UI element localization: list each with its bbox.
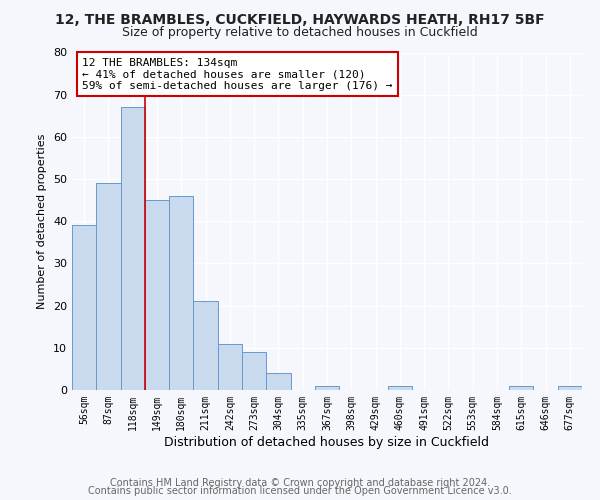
Bar xyxy=(121,108,145,390)
Text: 12, THE BRAMBLES, CUCKFIELD, HAYWARDS HEATH, RH17 5BF: 12, THE BRAMBLES, CUCKFIELD, HAYWARDS HE… xyxy=(55,12,545,26)
Bar xyxy=(96,184,121,390)
Y-axis label: Number of detached properties: Number of detached properties xyxy=(37,134,47,309)
Bar xyxy=(315,386,339,390)
Text: Contains public sector information licensed under the Open Government Licence v3: Contains public sector information licen… xyxy=(88,486,512,496)
Bar xyxy=(145,200,169,390)
Bar xyxy=(266,373,290,390)
Bar xyxy=(218,344,242,390)
Bar xyxy=(388,386,412,390)
Bar xyxy=(169,196,193,390)
Bar xyxy=(72,226,96,390)
Bar xyxy=(242,352,266,390)
Text: 12 THE BRAMBLES: 134sqm
← 41% of detached houses are smaller (120)
59% of semi-d: 12 THE BRAMBLES: 134sqm ← 41% of detache… xyxy=(82,58,392,91)
Bar xyxy=(509,386,533,390)
X-axis label: Distribution of detached houses by size in Cuckfield: Distribution of detached houses by size … xyxy=(164,436,490,448)
Text: Contains HM Land Registry data © Crown copyright and database right 2024.: Contains HM Land Registry data © Crown c… xyxy=(110,478,490,488)
Text: Size of property relative to detached houses in Cuckfield: Size of property relative to detached ho… xyxy=(122,26,478,39)
Bar xyxy=(558,386,582,390)
Bar xyxy=(193,302,218,390)
